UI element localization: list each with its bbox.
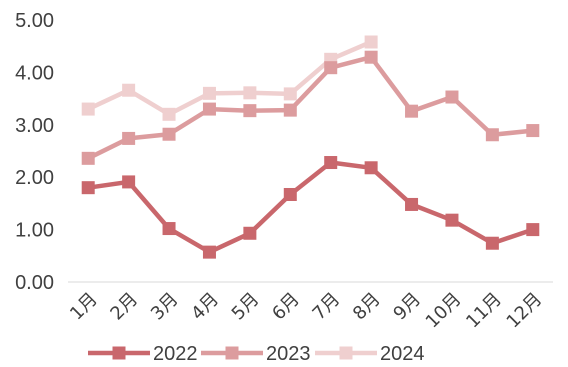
- y-tick-label: 1.00: [15, 220, 54, 242]
- y-tick-label: 4.00: [15, 62, 54, 84]
- x-tick-label: 11月: [462, 289, 506, 333]
- series-line: [87, 160, 534, 255]
- legend-marker: [339, 346, 353, 360]
- data-point: [81, 181, 95, 195]
- data-point: [324, 61, 338, 75]
- data-point: [122, 83, 136, 97]
- data-point: [122, 175, 136, 189]
- data-point: [122, 131, 136, 145]
- x-tick-label: 2月: [106, 289, 142, 325]
- legend-label: 2022: [153, 343, 198, 365]
- legend-item-2024: 2024: [315, 343, 425, 365]
- legend-label: 2024: [380, 343, 425, 365]
- data-point: [324, 156, 338, 170]
- x-tick-label: 7月: [309, 289, 345, 325]
- data-point: [162, 107, 176, 121]
- data-point: [202, 245, 216, 259]
- legend-marker: [112, 346, 126, 360]
- data-point: [364, 161, 378, 175]
- x-tick-label: 12月: [503, 289, 547, 333]
- data-point: [243, 104, 257, 118]
- series-group: [81, 35, 540, 259]
- series-2022: [81, 156, 540, 259]
- legend: 2022 2023 2024: [88, 343, 425, 365]
- data-point: [405, 197, 419, 211]
- data-point: [202, 102, 216, 116]
- x-tick-label: 5月: [228, 289, 264, 325]
- legend-label: 2023: [266, 343, 311, 365]
- data-point: [81, 151, 95, 165]
- x-tick-label: 3月: [147, 289, 183, 325]
- series-line: [87, 54, 534, 161]
- data-point: [485, 128, 499, 142]
- y-tick-label: 2.00: [15, 167, 54, 189]
- y-axis-ticks: 0.00 1.00 2.00 3.00 4.00 5.00: [15, 10, 54, 294]
- y-tick-label: 0.00: [15, 272, 54, 294]
- legend-item-2023: 2023: [201, 343, 311, 365]
- x-tick-label: 10月: [422, 289, 466, 333]
- legend-marker: [225, 346, 239, 360]
- x-tick-label: 8月: [349, 289, 385, 325]
- data-point: [485, 236, 499, 250]
- data-point: [445, 213, 459, 227]
- data-point: [283, 103, 297, 117]
- data-point: [162, 222, 176, 236]
- x-tick-label: 6月: [268, 289, 304, 325]
- legend-item-2022: 2022: [88, 343, 198, 365]
- data-point: [526, 223, 540, 237]
- data-point: [526, 124, 540, 138]
- x-tick-label: 9月: [389, 289, 425, 325]
- series-2023: [81, 50, 540, 165]
- y-tick-label: 5.00: [15, 10, 54, 32]
- data-point: [243, 226, 257, 240]
- data-point: [162, 127, 176, 141]
- x-tick-label: 4月: [187, 289, 223, 325]
- data-point: [283, 187, 297, 201]
- y-tick-label: 3.00: [15, 115, 54, 137]
- data-point: [364, 35, 378, 49]
- data-point: [405, 104, 419, 118]
- data-point: [81, 102, 95, 116]
- data-point: [202, 86, 216, 100]
- data-point: [445, 90, 459, 104]
- data-point: [243, 86, 257, 100]
- x-tick-label: 1月: [66, 289, 102, 325]
- data-point: [283, 87, 297, 101]
- series-line: [87, 39, 372, 117]
- data-point: [364, 50, 378, 64]
